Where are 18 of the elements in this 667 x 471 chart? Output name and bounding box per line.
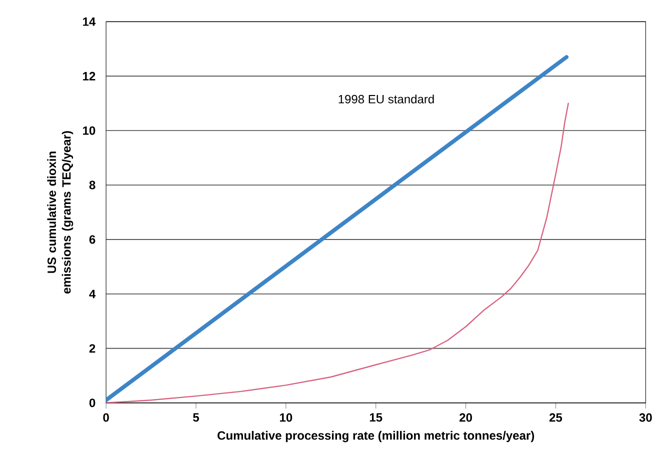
y-tick-label: 12 [83,72,96,80]
x-tick-label: 20 [460,413,472,422]
y-tick-label: 0 [89,398,96,408]
x-tick-label: 30 [639,413,652,422]
y-tick-label: 4 [89,290,96,298]
x-tick-label: 0 [103,413,109,422]
y-tick-label: 10 [83,126,96,135]
text: 1998 EU standard [338,94,434,104]
y-tick-label: 2 [89,344,96,353]
x-tick-label: 25 [549,413,562,422]
x-tick-label: 10 [280,413,292,422]
y-tick-label: 6 [89,235,96,244]
x-tick-label: 15 [370,413,382,422]
x-tick-label: 5 [193,413,199,422]
x-axis-title: Cumulative processing rate (million metric tonnes/year) [218,430,534,442]
y-axis-title: US cumulative dioxin emissions (grams TEQ/year) [47,131,74,294]
y-tick-label: 8 [89,180,96,190]
y-tick-label: 14 [83,18,96,26]
